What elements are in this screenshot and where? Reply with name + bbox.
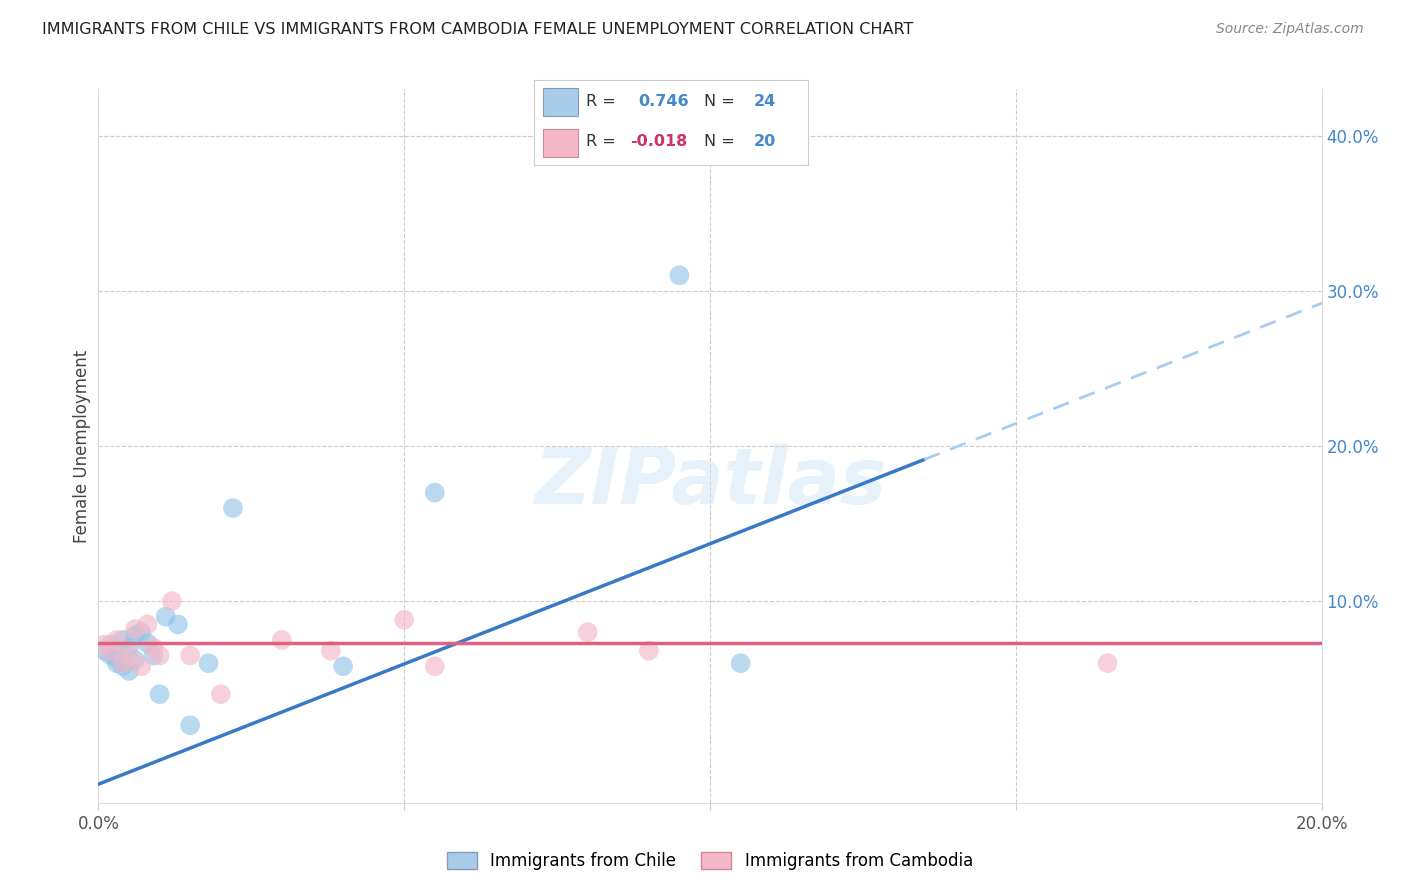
Point bbox=[270, 632, 292, 647]
Point bbox=[149, 687, 172, 701]
Point bbox=[124, 653, 146, 667]
Point bbox=[105, 651, 128, 665]
Point bbox=[319, 644, 342, 658]
Bar bbox=[543, 128, 578, 157]
Point bbox=[167, 617, 190, 632]
Point bbox=[124, 628, 146, 642]
Point bbox=[124, 622, 146, 636]
Point bbox=[179, 648, 201, 663]
Text: N =: N = bbox=[704, 134, 735, 149]
Point bbox=[100, 638, 122, 652]
Point bbox=[155, 609, 177, 624]
Point bbox=[197, 656, 219, 670]
Point bbox=[93, 644, 115, 658]
Point bbox=[118, 640, 141, 655]
Point bbox=[111, 659, 134, 673]
Point bbox=[136, 636, 159, 650]
Point bbox=[730, 656, 752, 670]
Text: 24: 24 bbox=[754, 95, 776, 110]
Text: 0.746: 0.746 bbox=[638, 95, 689, 110]
Text: ZIPatlas: ZIPatlas bbox=[534, 443, 886, 520]
Point bbox=[111, 632, 134, 647]
Point bbox=[222, 501, 245, 516]
Point bbox=[129, 659, 152, 673]
Point bbox=[576, 625, 599, 640]
Point bbox=[118, 648, 141, 663]
Bar bbox=[543, 88, 578, 116]
Point bbox=[1097, 656, 1119, 670]
Point bbox=[423, 485, 446, 500]
Point bbox=[668, 268, 690, 283]
Text: 20: 20 bbox=[754, 134, 776, 149]
Point bbox=[93, 638, 115, 652]
Point bbox=[142, 648, 165, 663]
Text: R =: R = bbox=[586, 134, 616, 149]
Point bbox=[149, 648, 172, 663]
Point bbox=[105, 632, 128, 647]
Point bbox=[142, 640, 165, 655]
Point bbox=[637, 644, 661, 658]
Y-axis label: Female Unemployment: Female Unemployment bbox=[73, 350, 91, 542]
Point bbox=[105, 656, 128, 670]
Text: Source: ZipAtlas.com: Source: ZipAtlas.com bbox=[1216, 22, 1364, 37]
Point bbox=[129, 625, 152, 640]
Point bbox=[100, 644, 122, 658]
Point bbox=[100, 648, 122, 663]
Point bbox=[111, 656, 134, 670]
Text: -0.018: -0.018 bbox=[630, 134, 688, 149]
Text: IMMIGRANTS FROM CHILE VS IMMIGRANTS FROM CAMBODIA FEMALE UNEMPLOYMENT CORRELATIO: IMMIGRANTS FROM CHILE VS IMMIGRANTS FROM… bbox=[42, 22, 914, 37]
Point bbox=[160, 594, 183, 608]
Point bbox=[179, 718, 201, 732]
Point bbox=[423, 659, 446, 673]
Text: R =: R = bbox=[586, 95, 616, 110]
Text: N =: N = bbox=[704, 95, 735, 110]
Point bbox=[136, 617, 159, 632]
Point bbox=[209, 687, 232, 701]
Legend: Immigrants from Chile, Immigrants from Cambodia: Immigrants from Chile, Immigrants from C… bbox=[440, 845, 980, 877]
Point bbox=[392, 613, 416, 627]
Point bbox=[332, 659, 354, 673]
Point bbox=[118, 664, 141, 678]
